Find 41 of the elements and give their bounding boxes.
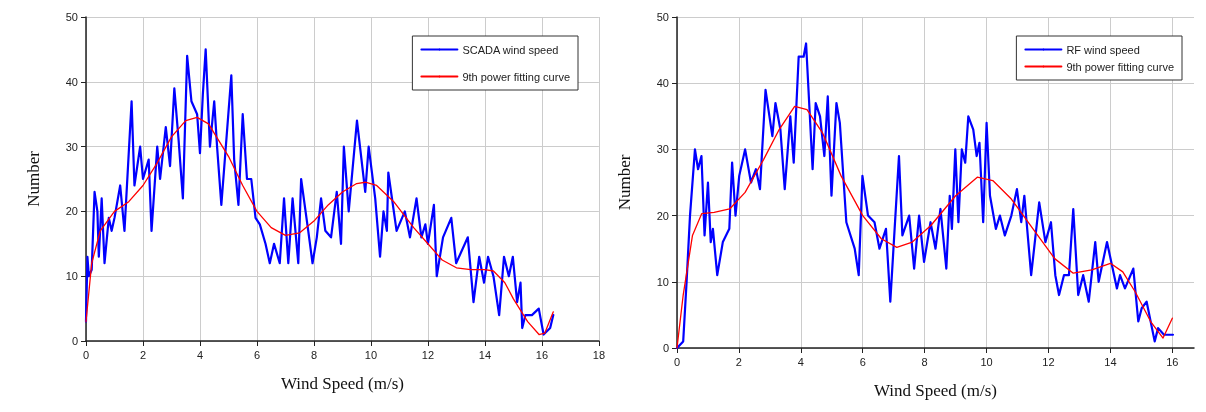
line-series [85,116,554,336]
y-tick-label: 50 [656,11,669,23]
y-tick-label: 30 [656,143,669,156]
x-tick-label: 18 [592,348,606,361]
y-tick-label: 50 [65,11,78,23]
x-tick-label: 14 [1104,355,1117,368]
x-tick-label: 0 [673,355,681,368]
y-tick-label: 10 [656,275,669,288]
x-tick-label: 6 [253,348,261,361]
x-tick-label: 10 [980,355,993,368]
x-tick-label: 10 [364,348,378,361]
y-tick-label: 40 [65,75,78,88]
y-axis-title: Number [24,150,43,207]
x-tick-label: 16 [1166,355,1179,368]
x-axis-title: Wind Speed (m/s) [873,381,998,400]
x-tick-label: 14 [478,348,492,361]
y-axis-title: Number [615,154,634,211]
legend-label: RF wind speed [1066,43,1140,56]
line-series [675,42,1175,350]
y-tick-label: 30 [65,140,78,153]
y-tick-label: 0 [71,335,78,347]
y-tick-label: 10 [65,270,78,283]
x-tick-label: 2 [139,348,147,361]
line-series [676,105,1173,349]
x-tick-label: 4 [196,348,204,361]
x-tick-label: 8 [921,355,928,368]
legend-label: 9th power fitting curve [1066,60,1175,73]
x-tick-label: 8 [310,348,318,361]
x-tick-label: 4 [797,355,804,368]
x-tick-label: 6 [859,355,866,368]
x-tick-label: 0 [82,348,90,361]
legend-label: 9th power fitting curve [462,70,571,83]
y-tick-label: 20 [656,209,669,222]
x-tick-label: 2 [735,355,742,368]
x-tick-label: 12 [1042,355,1055,368]
y-tick-label: 20 [65,205,78,218]
x-tick-label: 12 [421,348,435,361]
x-tick-label: 16 [535,348,549,361]
legend-label: SCADA wind speed [462,43,559,56]
x-axis-title: Wind Speed (m/s) [280,374,404,393]
y-tick-label: 40 [656,77,669,90]
